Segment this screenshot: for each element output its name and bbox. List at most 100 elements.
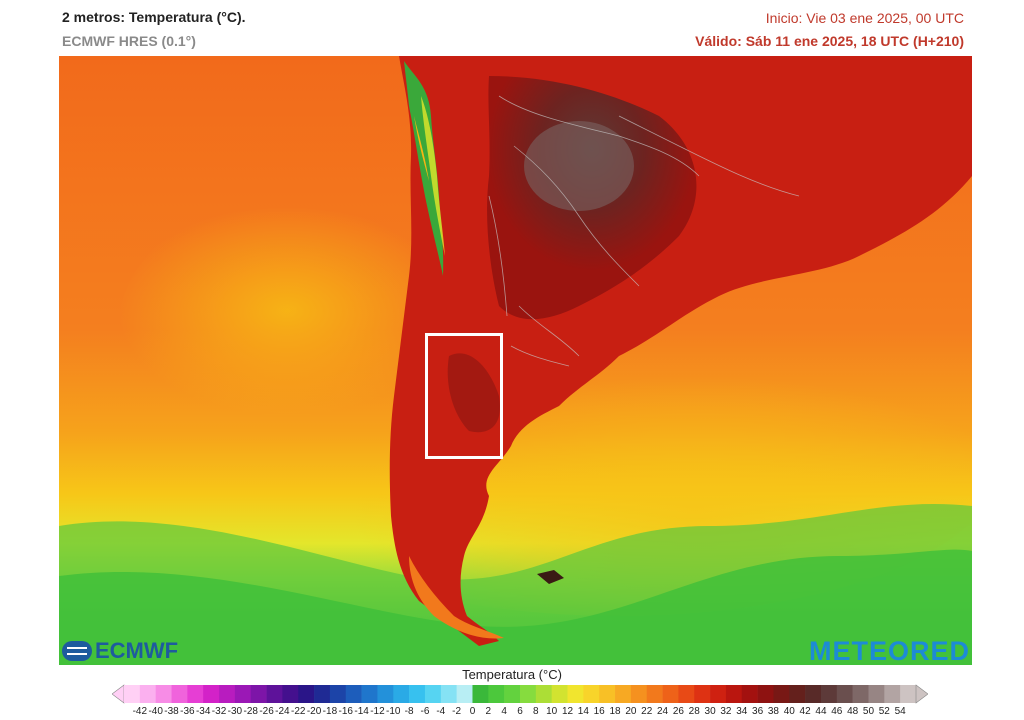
scale-swatch xyxy=(852,685,869,703)
scale-swatch xyxy=(520,685,537,703)
scale-swatch xyxy=(456,685,473,703)
scale-swatch xyxy=(583,685,600,703)
scale-swatch xyxy=(171,685,188,703)
scale-tick-label: -24 xyxy=(275,706,290,717)
scale-swatch xyxy=(694,685,711,703)
scale-swatch xyxy=(646,685,663,703)
scale-tick-label: -42 xyxy=(132,706,148,717)
scale-swatch xyxy=(219,685,236,703)
scale-swatch xyxy=(789,685,806,703)
scale-tick-label: 42 xyxy=(799,706,811,717)
scale-tick-label: 14 xyxy=(577,706,589,717)
scale-tick-label: 54 xyxy=(894,706,906,717)
scale-tick-label: 8 xyxy=(533,706,539,717)
temperature-map-canvas xyxy=(59,56,972,665)
scale-tick-label: 38 xyxy=(767,706,779,717)
scale-tick-label: 50 xyxy=(862,706,875,717)
scale-tick-label: 30 xyxy=(704,706,716,717)
scale-swatch xyxy=(757,685,774,703)
init-time: Inicio: Vie 03 ene 2025, 00 UTC xyxy=(765,10,964,26)
scale-swatch xyxy=(187,685,204,703)
scale-swatch xyxy=(377,685,394,703)
scale-swatch xyxy=(203,685,220,703)
scale-tick-label: 28 xyxy=(688,706,700,717)
scale-tick-label: 10 xyxy=(546,706,558,717)
scale-tick-label: 26 xyxy=(672,706,684,717)
scale-swatch xyxy=(678,685,695,703)
scale-swatch xyxy=(662,685,679,703)
scale-tick-label: -16 xyxy=(338,706,353,717)
scale-swatch xyxy=(820,685,838,703)
scale-swatch xyxy=(440,685,457,703)
scale-swatch xyxy=(805,685,822,703)
scale-tick-label: -12 xyxy=(370,706,385,717)
scale-tick-label: 44 xyxy=(815,706,827,717)
scale-tick-label: 24 xyxy=(656,706,669,717)
highlight-box xyxy=(425,333,503,459)
scale-tick-label: 46 xyxy=(831,706,843,717)
scale-swatch xyxy=(567,685,584,703)
scale-tick-label: -40 xyxy=(148,706,163,717)
scale-tick-label: 16 xyxy=(593,706,605,717)
scale-swatch xyxy=(314,685,331,703)
scale-tick-label: 2 xyxy=(485,706,492,717)
scale-swatch xyxy=(773,685,790,703)
temperature-map[interactable] xyxy=(59,56,972,665)
scale-tick-label: -20 xyxy=(306,706,322,717)
scale-swatch xyxy=(741,685,758,703)
scale-tick-label: -22 xyxy=(291,706,306,717)
scale-swatch xyxy=(361,685,378,703)
scale-tick-label: 32 xyxy=(720,706,732,717)
scale-swatch xyxy=(551,685,568,703)
scale-swatch xyxy=(472,685,489,703)
scale-swatch xyxy=(488,685,505,703)
scale-tick-label: -36 xyxy=(180,706,195,717)
scale-swatch xyxy=(329,685,347,703)
scale-tick-label: 52 xyxy=(878,706,890,717)
scale-swatch xyxy=(298,685,315,703)
scale-tick-label: 34 xyxy=(736,706,748,717)
valid-time: Válido: Sáb 11 ene 2025, 18 UTC (H+210) xyxy=(695,33,964,49)
scale-tick-label: -34 xyxy=(195,706,211,717)
scale-swatch xyxy=(504,685,521,703)
scale-swatch xyxy=(868,685,885,703)
map-title: 2 metros: Temperatura (°C). xyxy=(62,9,246,25)
scale-tick-label: 6 xyxy=(517,706,523,717)
scale-swatch xyxy=(234,685,252,703)
scale-tick-label: 20 xyxy=(625,706,637,717)
scale-swatch xyxy=(266,685,283,703)
scale-swatch xyxy=(630,685,648,703)
model-name: ECMWF HRES (0.1°) xyxy=(62,33,196,49)
scale-swatch xyxy=(250,685,267,703)
ecmwf-logo-icon xyxy=(62,641,92,661)
scale-arrow-high xyxy=(915,684,928,704)
scale-tick-label: -10 xyxy=(386,706,401,717)
scale-tick-label: -32 xyxy=(211,706,227,717)
scale-tick-label: -26 xyxy=(259,706,274,717)
scale-swatch xyxy=(409,685,426,703)
scale-swatch xyxy=(393,685,410,703)
scale-swatch xyxy=(424,685,442,703)
scale-tick-label: -28 xyxy=(243,706,258,717)
scale-swatch xyxy=(345,685,362,703)
color-scale-ticks: -42 -40 -38 -36 -34 -32 -30 -28 -26 -24 -22 -20 -18-… xyxy=(0,706,1024,720)
scale-tick-label: 18 xyxy=(609,706,621,717)
scale-tick-label: 36 xyxy=(752,706,764,717)
scale-swatch xyxy=(155,685,172,703)
scale-swatch xyxy=(710,685,727,703)
ecmwf-logo-text: ECMWF xyxy=(95,638,179,663)
scale-tick-label: 22 xyxy=(641,706,653,717)
color-scale xyxy=(112,684,928,704)
scale-tick-label: -30 xyxy=(227,706,243,717)
scale-tick-label: 48 xyxy=(847,706,859,717)
scale-swatch xyxy=(124,685,141,703)
scale-tick-label: -14 xyxy=(354,706,369,717)
scale-swatch xyxy=(615,685,632,703)
scale-swatch xyxy=(900,685,917,703)
scale-tick-label: 12 xyxy=(561,706,574,717)
scale-swatch xyxy=(836,685,853,703)
scale-tick-label: -38 xyxy=(164,706,179,717)
scale-tick-label: -18 xyxy=(322,706,338,717)
meteored-logo: METEORED xyxy=(808,636,970,666)
scale-tick-label: 4 xyxy=(501,706,507,717)
